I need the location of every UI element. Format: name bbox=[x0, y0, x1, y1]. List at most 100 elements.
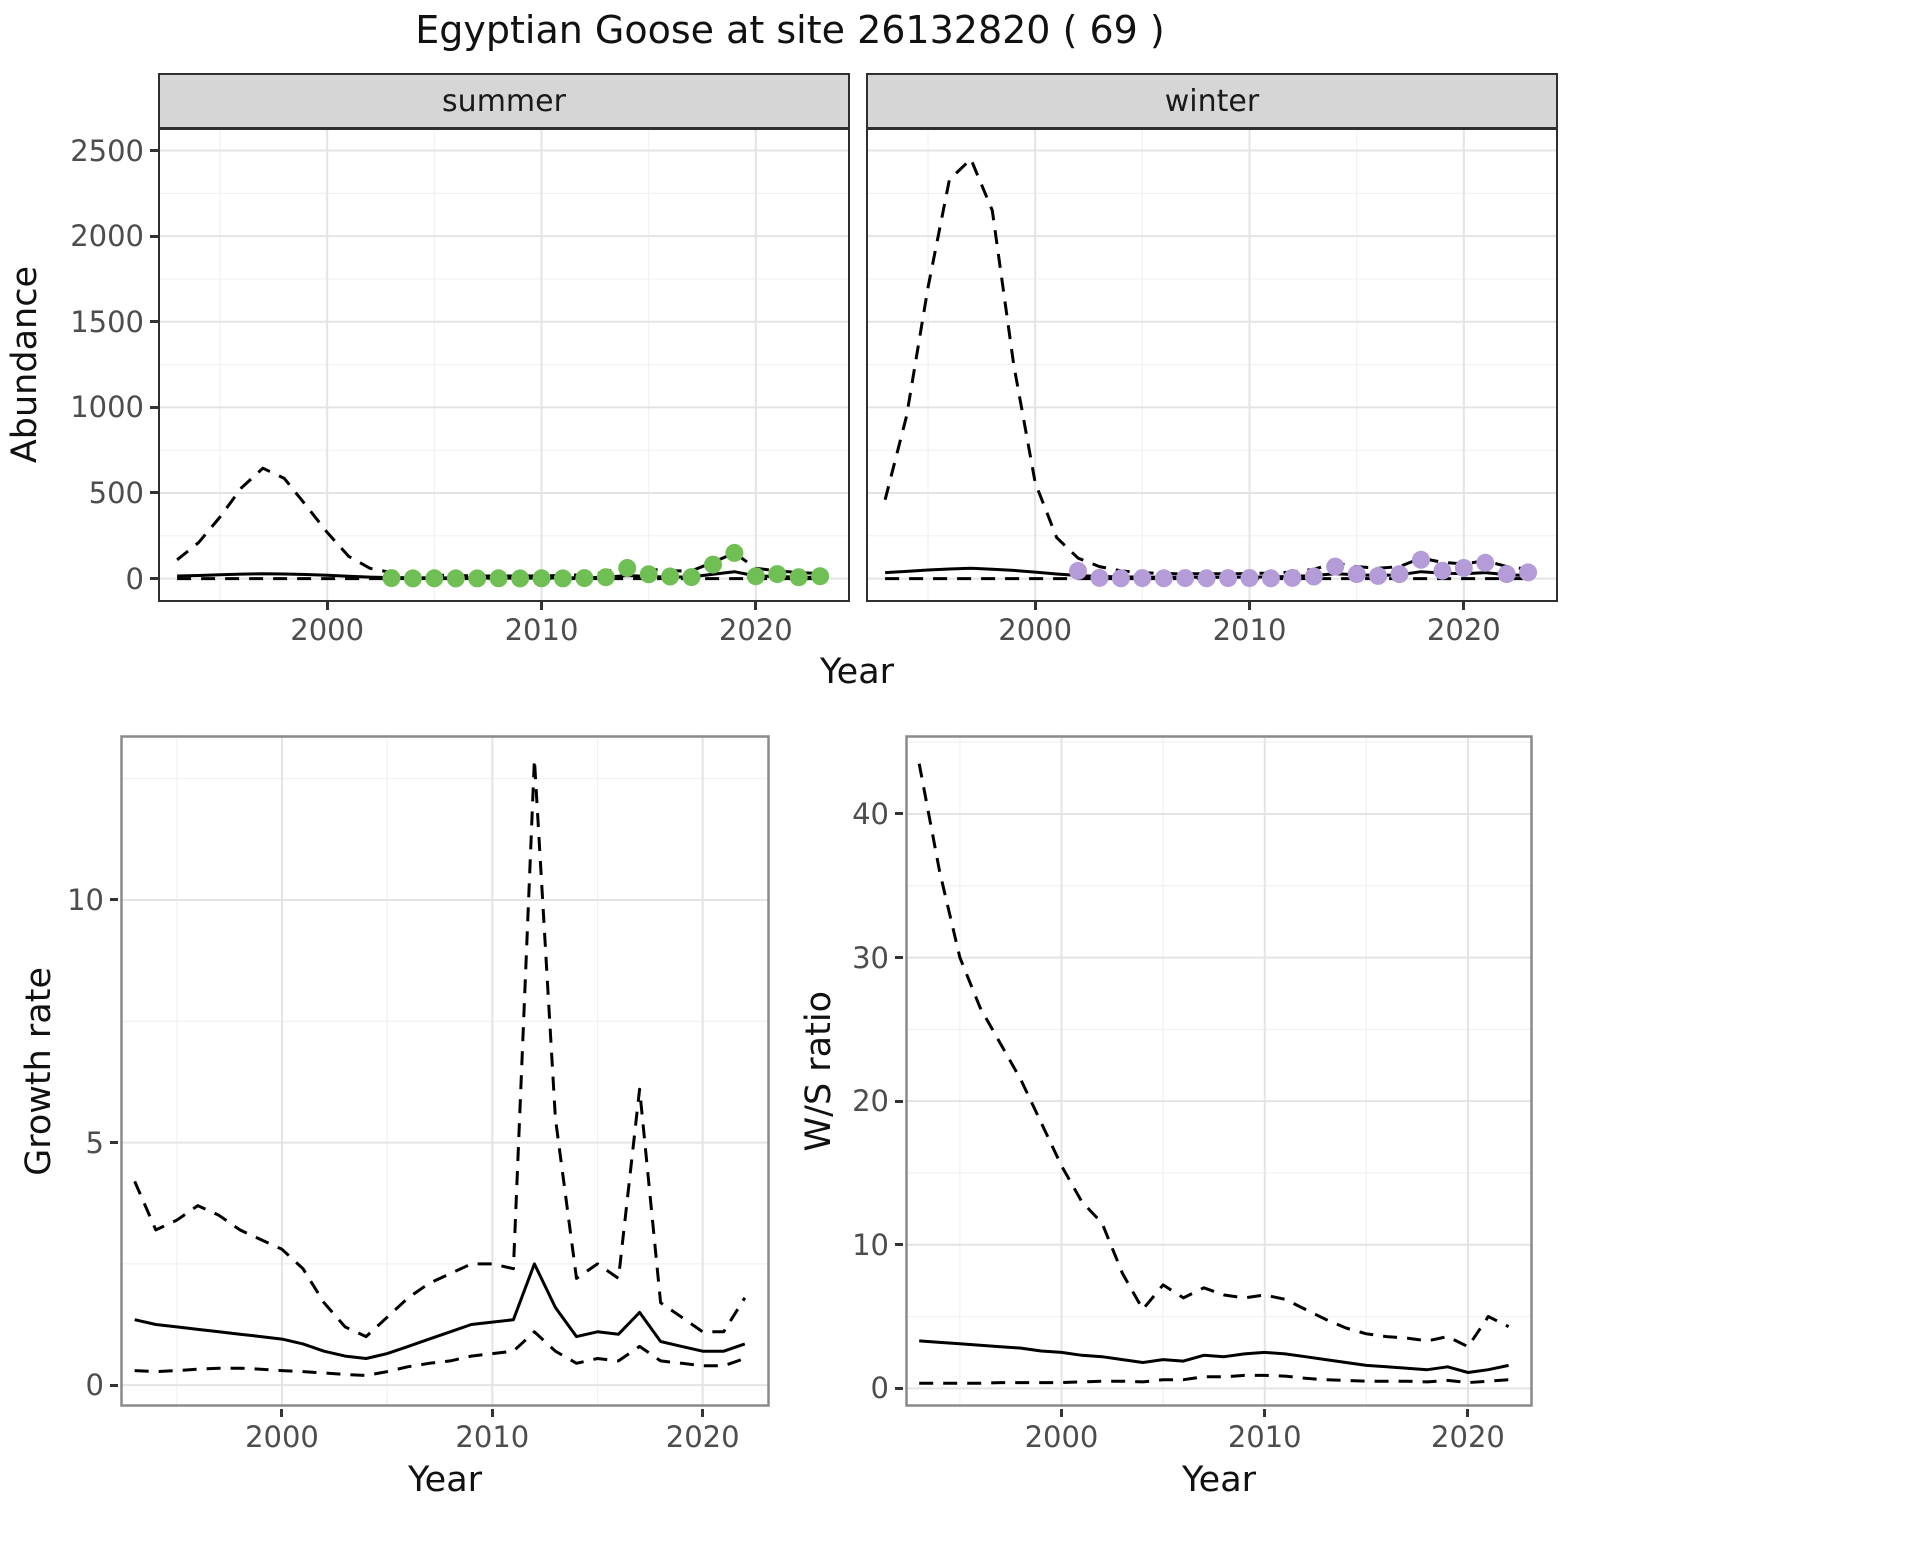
summer-strip-label: summer bbox=[442, 83, 566, 119]
winter-observed-point bbox=[1133, 569, 1152, 588]
summer-observed-point bbox=[746, 567, 765, 586]
panel-background bbox=[905, 735, 1533, 1407]
axis-tick-mark bbox=[110, 1141, 118, 1145]
summer-observed-point bbox=[596, 568, 615, 587]
x-tick-label: 2020 bbox=[718, 613, 793, 647]
winter-facet-strip: winter bbox=[868, 75, 1556, 130]
winter-observed-point bbox=[1111, 569, 1130, 588]
axis-tick-mark bbox=[540, 602, 543, 610]
summer-observed-point bbox=[725, 543, 744, 562]
y-tick-label: 30 bbox=[852, 940, 889, 975]
winter-observed-point bbox=[1283, 568, 1302, 587]
summer-observed-point bbox=[639, 565, 658, 584]
abundance-y-axis-label: Abundance bbox=[2, 130, 48, 600]
axis-tick-mark bbox=[490, 1409, 494, 1417]
ws-ratio-y-axis-label: W/S ratio bbox=[796, 735, 842, 1407]
winter-observed-point bbox=[1390, 565, 1409, 584]
axis-tick-mark bbox=[1466, 1409, 1470, 1417]
x-tick-label: 2020 bbox=[1426, 613, 1501, 647]
growth-rate-y-axis-label-text: Growth rate bbox=[19, 966, 59, 1176]
summer-observed-point bbox=[768, 565, 787, 584]
x-tick-label: 2010 bbox=[504, 613, 579, 647]
series-upper-ci bbox=[133, 757, 747, 1339]
axis-tick-mark bbox=[1248, 602, 1251, 610]
ws-ratio-plot bbox=[905, 735, 1533, 1407]
x-tick-label: 2010 bbox=[1212, 613, 1287, 647]
x-tick-label: 2000 bbox=[290, 613, 365, 647]
panel-background bbox=[120, 735, 770, 1407]
winter-observed-point bbox=[1197, 569, 1216, 588]
winter-observed-point bbox=[1219, 569, 1238, 588]
series-lower-ci bbox=[919, 1373, 1509, 1385]
summer-facet-strip: summer bbox=[160, 75, 848, 130]
axis-tick-mark bbox=[1263, 1409, 1267, 1417]
axis-tick-mark bbox=[325, 602, 329, 610]
summer-abundance-plot bbox=[160, 130, 848, 600]
winter-observed-point bbox=[1176, 569, 1195, 588]
x-tick-label: 2000 bbox=[998, 613, 1073, 647]
y-tick-label: 40 bbox=[852, 796, 889, 831]
winter-observed-point bbox=[1433, 561, 1452, 580]
axis-tick-mark bbox=[1059, 1409, 1063, 1417]
x-tick-label: 2020 bbox=[665, 1420, 740, 1454]
axis-tick-mark bbox=[150, 577, 158, 581]
y-tick-label: 0 bbox=[870, 1371, 889, 1406]
summer-observed-point bbox=[468, 569, 487, 588]
winter-observed-point bbox=[1369, 566, 1388, 585]
series-mean bbox=[134, 1262, 746, 1360]
series-upper-ci bbox=[883, 157, 1529, 576]
y-tick-label: 10 bbox=[852, 1227, 889, 1262]
y-tick-label: 2500 bbox=[70, 133, 144, 168]
axis-tick-mark bbox=[110, 898, 118, 902]
summer-observed-point bbox=[575, 569, 594, 588]
summer-observed-point bbox=[532, 569, 551, 588]
axis-tick-mark bbox=[150, 405, 158, 409]
summer-observed-point bbox=[425, 569, 444, 588]
panel-border bbox=[905, 735, 1533, 1407]
winter-observed-point bbox=[1347, 565, 1366, 584]
abundance-x-axis-label: Year bbox=[819, 652, 895, 692]
summer-observed-point bbox=[446, 569, 465, 588]
summer-observed-point bbox=[382, 569, 401, 588]
winter-abundance-plot bbox=[868, 130, 1556, 600]
winter-strip-label: winter bbox=[1164, 83, 1260, 119]
summer-observed-point bbox=[789, 568, 808, 587]
growth-rate-y-axis-label: Growth rate bbox=[16, 735, 62, 1407]
winter-observed-point bbox=[1497, 565, 1516, 584]
axis-tick-mark bbox=[1462, 602, 1466, 610]
axis-tick-mark bbox=[150, 149, 158, 153]
growth-rate-plot bbox=[120, 735, 770, 1407]
axis-tick-mark bbox=[150, 234, 158, 238]
series-mean bbox=[919, 1339, 1509, 1374]
winter-observed-point bbox=[1304, 567, 1323, 586]
axis-tick-mark bbox=[701, 1409, 705, 1417]
winter-observed-point bbox=[1090, 568, 1109, 587]
summer-observed-point bbox=[511, 569, 530, 588]
summer-observed-point bbox=[489, 569, 508, 588]
winter-observed-point bbox=[1519, 563, 1538, 582]
x-tick-label: 2020 bbox=[1431, 1420, 1505, 1454]
winter-observed-point bbox=[1454, 559, 1473, 577]
y-tick-label: 2000 bbox=[70, 219, 144, 254]
summer-facet-panel: summer bbox=[158, 73, 850, 602]
summer-observed-point bbox=[704, 555, 722, 574]
winter-observed-point bbox=[1069, 561, 1087, 580]
axis-tick-mark bbox=[150, 491, 158, 495]
panel-border bbox=[120, 735, 770, 1407]
summer-observed-point bbox=[403, 569, 422, 588]
figure-title: Egyptian Goose at site 26132820 ( 69 ) bbox=[415, 8, 1165, 52]
axis-tick-mark bbox=[754, 602, 758, 610]
y-tick-label: 500 bbox=[88, 475, 144, 510]
axis-tick-mark bbox=[895, 1099, 903, 1103]
axis-tick-mark bbox=[150, 320, 158, 324]
x-tick-label: 2010 bbox=[455, 1420, 530, 1454]
winter-observed-point bbox=[1261, 569, 1280, 588]
axis-tick-mark bbox=[1033, 602, 1037, 610]
x-tick-label: 2000 bbox=[245, 1420, 319, 1454]
y-tick-label: 10 bbox=[67, 882, 104, 917]
abundance-y-axis-label-text: Abundance bbox=[5, 266, 45, 464]
winter-facet-panel: winter bbox=[866, 73, 1558, 602]
winter-observed-point bbox=[1154, 569, 1173, 588]
y-tick-label: 0 bbox=[85, 1368, 104, 1403]
